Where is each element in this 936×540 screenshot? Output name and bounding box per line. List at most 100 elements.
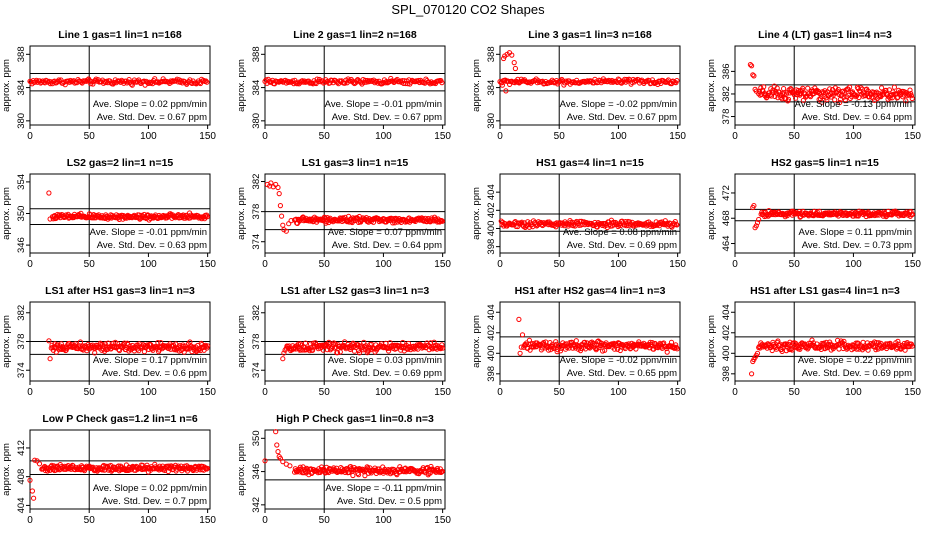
data-point <box>569 79 576 86</box>
panel-2: Line 2 gas=1 lin=2 n=168 0 50 100 150 380 384 3… <box>236 29 451 142</box>
data-point <box>602 347 608 353</box>
data-point <box>612 346 618 352</box>
data-point <box>428 463 434 470</box>
x-tick-label: 50 <box>554 387 566 398</box>
data-point <box>824 97 830 103</box>
x-tick-label: 100 <box>375 387 392 398</box>
std-dev-annotation: Ave. Std. Dev. = 0.73 ppm <box>802 240 912 251</box>
y-tick-label: 378 <box>251 334 262 350</box>
data-point <box>342 339 348 345</box>
y-tick-label: 402 <box>486 202 497 218</box>
y-tick-label: 472 <box>721 185 732 201</box>
y-tick-label: 388 <box>251 46 262 62</box>
panel-1: Line 1 gas=1 lin=1 n=168 0 50 100 150 380 384 3… <box>1 29 216 142</box>
panel-8: HS2 gas=5 lin=1 n=15 0 50 100 150 464 468 472 ap… <box>706 157 921 270</box>
data-point <box>751 73 757 79</box>
data-point <box>908 209 914 215</box>
y-tick-label: 402 <box>721 325 732 341</box>
data-point <box>400 339 406 346</box>
data-point <box>277 455 283 461</box>
y-tick-label: 404 <box>486 304 497 320</box>
std-dev-annotation: Ave. Std. Dev. = 0.64 ppm <box>802 112 912 123</box>
data-point <box>525 219 531 225</box>
y-tick-label: 374 <box>16 362 27 378</box>
panel-title: HS1 gas=4 lin=1 n=15 <box>536 157 644 169</box>
x-tick-label: 0 <box>497 259 503 270</box>
x-tick-label: 50 <box>319 131 331 142</box>
data-point <box>350 472 356 479</box>
data-point <box>674 222 680 228</box>
y-tick-label: 408 <box>16 469 27 485</box>
data-point <box>346 219 352 225</box>
data-point <box>431 339 437 345</box>
data-point <box>835 86 841 93</box>
data-point <box>674 78 680 84</box>
data-point <box>838 93 844 99</box>
data-point <box>111 79 117 86</box>
x-tick-label: 50 <box>84 259 96 270</box>
y-tick-label: 382 <box>16 305 27 321</box>
data-point <box>129 82 135 88</box>
x-tick-label: 50 <box>789 259 801 270</box>
data-point <box>836 346 842 352</box>
panel-7: HS1 gas=4 lin=1 n=15 0 50 100 150 398 400 402 40… <box>471 157 686 270</box>
data-point <box>667 344 673 350</box>
x-tick-label: 150 <box>434 387 451 398</box>
data-point <box>439 468 445 474</box>
x-tick-label: 0 <box>732 259 738 270</box>
panel-12: HS1 after LS1 gas=4 lin=1 n=3 0 50 100 150 39… <box>706 285 921 398</box>
std-dev-annotation: Ave. Std. Dev. = 0.69 ppm <box>332 368 442 379</box>
data-point <box>197 347 204 354</box>
data-point <box>858 85 864 91</box>
data-point <box>779 96 785 102</box>
y-axis-label: approx. ppm <box>471 59 482 112</box>
std-dev-annotation: Ave. Std. Dev. = 0.67 ppm <box>567 112 677 123</box>
panel-10: LS1 after LS2 gas=3 lin=1 n=3 0 50 100 150 37… <box>236 285 451 398</box>
panel-title: Line 3 gas=1 lin=3 n=168 <box>528 29 652 41</box>
data-point <box>847 84 853 90</box>
data-point <box>280 459 286 465</box>
data-point <box>147 80 153 86</box>
x-tick-label: 0 <box>262 259 268 270</box>
x-tick-label: 150 <box>434 515 451 526</box>
y-axis-label: approx. ppm <box>1 315 12 368</box>
data-point <box>440 345 446 351</box>
x-tick-label: 150 <box>434 259 451 270</box>
x-tick-label: 100 <box>140 259 157 270</box>
y-axis-label: approx. ppm <box>236 443 247 496</box>
x-tick-label: 50 <box>84 387 96 398</box>
x-tick-label: 150 <box>199 515 216 526</box>
data-point <box>798 90 804 97</box>
x-tick-label: 0 <box>262 131 268 142</box>
x-tick-label: 100 <box>610 259 627 270</box>
data-point <box>146 217 152 223</box>
data-point <box>342 80 348 86</box>
slope-annotation: Ave. Slope = 0.02 ppm/min <box>93 99 207 110</box>
data-point <box>182 463 188 469</box>
data-point <box>58 341 64 347</box>
std-dev-annotation: Ave. Std. Dev. = 0.67 ppm <box>97 112 207 123</box>
data-point <box>155 340 161 346</box>
data-point <box>204 214 210 220</box>
data-point <box>141 349 147 355</box>
data-point <box>30 495 37 501</box>
data-point <box>842 97 849 103</box>
data-point <box>503 88 509 94</box>
data-point <box>749 371 755 377</box>
x-tick-label: 100 <box>610 131 627 142</box>
data-point <box>277 203 283 209</box>
slope-annotation: Ave. Slope = -0.01 ppm/min <box>325 99 442 110</box>
panel-title: Line 2 gas=1 lin=2 n=168 <box>293 29 417 41</box>
panel-title: Low P Check gas=1.2 lin=1 n=6 <box>42 413 197 425</box>
data-point <box>582 339 588 345</box>
data-points <box>46 338 211 362</box>
y-tick-label: 350 <box>251 430 262 446</box>
data-point <box>77 339 84 345</box>
data-point <box>501 55 507 62</box>
data-point <box>304 466 310 472</box>
data-point <box>592 342 598 348</box>
std-dev-annotation: Ave. Std. Dev. = 0.64 ppm <box>332 240 442 251</box>
data-point <box>302 340 309 346</box>
x-tick-label: 50 <box>789 387 801 398</box>
x-tick-label: 100 <box>140 131 157 142</box>
